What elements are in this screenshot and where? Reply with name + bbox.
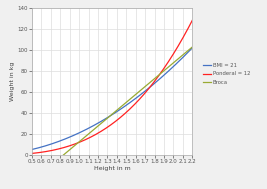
X-axis label: Height in m: Height in m xyxy=(94,166,131,171)
Broca xyxy=(117,108,120,110)
Ponderal = 12 xyxy=(191,19,194,22)
BMI = 21 xyxy=(30,148,34,151)
BMI = 21 xyxy=(191,47,194,49)
Broca xyxy=(107,116,110,119)
Line: Ponderal = 12: Ponderal = 12 xyxy=(32,20,192,153)
Line: BMI = 21: BMI = 21 xyxy=(32,48,192,149)
BMI = 21 xyxy=(126,103,129,106)
BMI = 21 xyxy=(187,51,190,53)
BMI = 21 xyxy=(107,116,110,118)
BMI = 21 xyxy=(108,115,111,118)
Broca xyxy=(162,70,165,72)
Broca xyxy=(126,100,129,102)
Legend: BMI = 21, Ponderal = 12, Broca: BMI = 21, Ponderal = 12, Broca xyxy=(203,63,250,84)
Y-axis label: Weight in kg: Weight in kg xyxy=(10,62,15,101)
Broca xyxy=(187,49,190,51)
Ponderal = 12 xyxy=(117,118,120,120)
Broca xyxy=(191,46,194,48)
Ponderal = 12 xyxy=(30,152,34,155)
Ponderal = 12 xyxy=(107,126,110,128)
Ponderal = 12 xyxy=(187,27,190,29)
Ponderal = 12 xyxy=(126,110,129,112)
Line: Broca: Broca xyxy=(32,47,192,181)
Ponderal = 12 xyxy=(162,68,165,70)
BMI = 21 xyxy=(117,109,120,112)
Ponderal = 12 xyxy=(108,125,111,127)
Broca xyxy=(108,116,111,118)
Broca xyxy=(30,180,34,182)
BMI = 21 xyxy=(162,75,165,77)
